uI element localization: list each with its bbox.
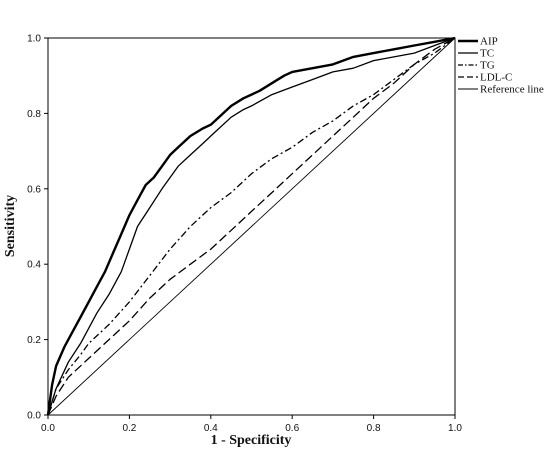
y-tick-label: 0.2 <box>27 335 41 346</box>
x-tick-label: 0.8 <box>367 423 381 434</box>
legend-label: LDL-C <box>480 72 512 84</box>
x-tick-label: 0.4 <box>204 423 218 434</box>
legend-label: Reference line <box>480 84 544 96</box>
legend-label: AIP <box>480 36 498 48</box>
y-axis-ticks: 0.0 0.2 0.4 0.6 0.8 1.0 <box>27 34 48 422</box>
x-tick-label: 0.0 <box>41 423 55 434</box>
legend-label: TC <box>480 48 494 60</box>
y-tick-label: 0.8 <box>27 109 41 120</box>
legend-label: TG <box>480 60 495 72</box>
x-tick-label: 1.0 <box>448 423 462 434</box>
x-tick-label: 0.6 <box>285 423 299 434</box>
y-tick-label: 0.4 <box>27 260 41 271</box>
x-axis-title: 1 - Specificity <box>211 433 292 448</box>
series-line-aip <box>46 36 456 416</box>
y-axis-title: Sensitivity <box>3 195 18 257</box>
y-tick-label: 0.6 <box>27 184 41 195</box>
series-line-tg <box>47 37 456 416</box>
series-line-tc <box>47 37 456 416</box>
y-tick-label: 0.0 <box>27 411 41 422</box>
series-line-ldl-c <box>47 37 456 416</box>
series-line-reference-line <box>47 37 456 416</box>
x-axis-ticks: 0.0 0.2 0.4 0.6 0.8 1.0 <box>41 415 462 434</box>
y-tick-label: 1.0 <box>27 34 41 45</box>
x-tick-label: 0.2 <box>122 423 136 434</box>
series-layer <box>46 36 456 416</box>
